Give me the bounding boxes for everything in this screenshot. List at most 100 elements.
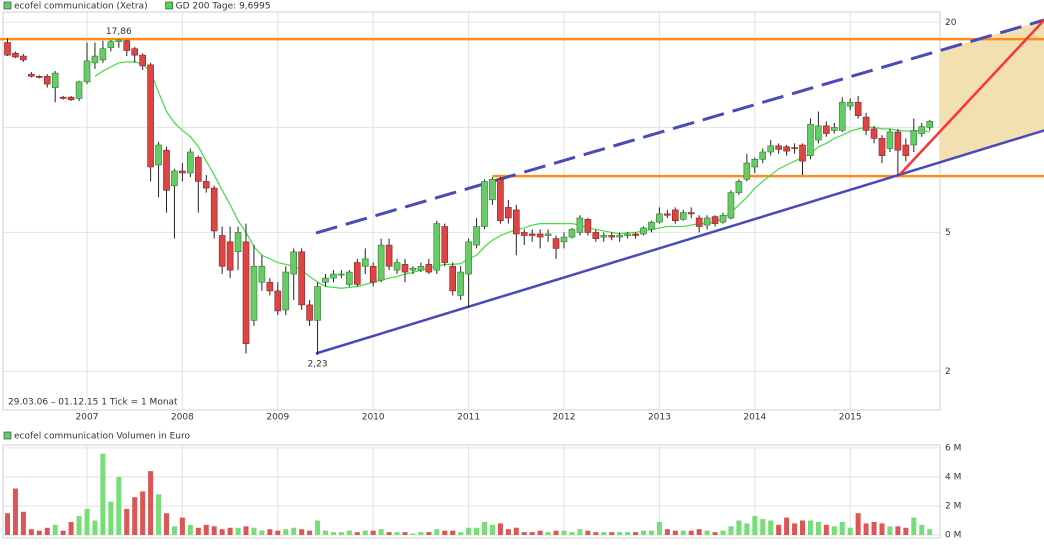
volume-bar: [203, 524, 209, 535]
volume-bar: [36, 530, 42, 535]
volume-bar: [124, 508, 130, 535]
candle-body: [163, 149, 170, 191]
candle-body: [783, 146, 790, 152]
extreme-label: 17,86: [106, 27, 132, 37]
volume-bar: [291, 527, 297, 535]
candle-body: [139, 54, 146, 67]
volume-bar: [187, 524, 193, 535]
trend-line: [899, 19, 1044, 175]
x-tick-label: 2007: [76, 413, 99, 423]
candle-body: [266, 281, 274, 292]
x-tick-label: 2015: [839, 413, 862, 423]
candle-body: [210, 187, 218, 232]
candle-body: [290, 251, 298, 275]
candle-body: [632, 233, 639, 236]
candle-body: [568, 229, 576, 238]
volume-bar: [895, 526, 901, 535]
volume-bar: [195, 527, 201, 535]
volume-bar: [434, 529, 440, 535]
volume-bar: [728, 526, 734, 535]
candle-body: [250, 265, 258, 321]
candle-body: [838, 101, 846, 131]
volume-bar: [927, 529, 933, 535]
volume-bar: [561, 530, 567, 535]
volume-bar: [338, 532, 344, 535]
candle-body: [520, 232, 528, 236]
volume-bar: [545, 532, 551, 535]
volume-bar: [60, 530, 66, 535]
candle-body: [377, 244, 385, 281]
x-tick-label: 2013: [648, 413, 671, 423]
x-tick-label: 2014: [743, 413, 766, 423]
x-tick-label: 2008: [171, 413, 194, 423]
volume-bar: [28, 529, 34, 535]
y-tick-label: 6 M: [945, 443, 961, 453]
candle-body: [910, 130, 918, 146]
volume-bar: [577, 529, 583, 535]
candle-body: [306, 304, 313, 321]
candle-body: [775, 145, 782, 150]
volume-bar: [807, 520, 813, 535]
volume-bar: [776, 524, 782, 535]
volume-bar: [450, 530, 456, 535]
candle-body: [489, 178, 496, 201]
volume-bar: [537, 530, 543, 535]
volume-bar: [704, 530, 710, 535]
candle-body: [115, 39, 123, 42]
candle-body: [4, 42, 11, 56]
volume-bar: [720, 530, 726, 535]
volume-bar: [44, 527, 50, 535]
candle-body: [441, 226, 449, 263]
candle-body: [624, 233, 631, 236]
volume-bar: [68, 521, 74, 535]
legend-icon: [165, 1, 173, 10]
candle-body: [401, 264, 409, 273]
candle-body: [544, 233, 552, 236]
volume-bar: [521, 532, 527, 535]
volume-bar: [736, 520, 742, 535]
candle-body: [417, 265, 425, 271]
volume-bar: [466, 527, 472, 535]
candle-body: [862, 116, 870, 131]
candle-body: [735, 181, 743, 193]
candle-body: [28, 73, 35, 77]
volume-bar: [219, 529, 225, 535]
candle-body: [385, 244, 393, 267]
candle-body: [512, 209, 520, 235]
volume-bar: [553, 530, 559, 535]
candle-body: [878, 138, 886, 156]
trend-line: [315, 18, 1044, 235]
candle-body: [131, 48, 138, 56]
volume-bar: [505, 529, 511, 535]
candle-body: [43, 76, 51, 85]
volume-bar: [712, 532, 718, 535]
candle-body: [187, 151, 194, 174]
candle-body: [338, 273, 345, 276]
candle-body: [234, 232, 242, 253]
volume-bar: [307, 530, 313, 535]
candle-body: [353, 262, 361, 285]
candle-body: [20, 55, 27, 61]
candle-body: [330, 273, 337, 279]
volume-bar: [696, 529, 702, 535]
volume-bar: [831, 526, 837, 535]
volume-bar: [132, 497, 138, 535]
volume-bar: [792, 523, 798, 535]
volume-bar: [569, 532, 575, 535]
volume-bar: [656, 521, 662, 535]
volume-bar: [52, 524, 58, 535]
volume-bar: [442, 530, 448, 535]
range-note: 29.03.06 – 01.12.15 1 Tick = 1 Monat: [8, 398, 178, 408]
volume-bar: [680, 530, 686, 535]
volume-bar: [378, 529, 384, 535]
volume-bar: [760, 519, 766, 535]
candle-body: [823, 125, 830, 134]
candle-body: [656, 213, 663, 223]
candle-body: [123, 40, 131, 51]
volume-bar: [784, 517, 790, 535]
candle-body: [155, 144, 162, 166]
volume-bar: [601, 532, 607, 535]
candle-body: [457, 271, 464, 296]
volume-bar: [164, 513, 169, 535]
volume-bar: [497, 523, 503, 535]
